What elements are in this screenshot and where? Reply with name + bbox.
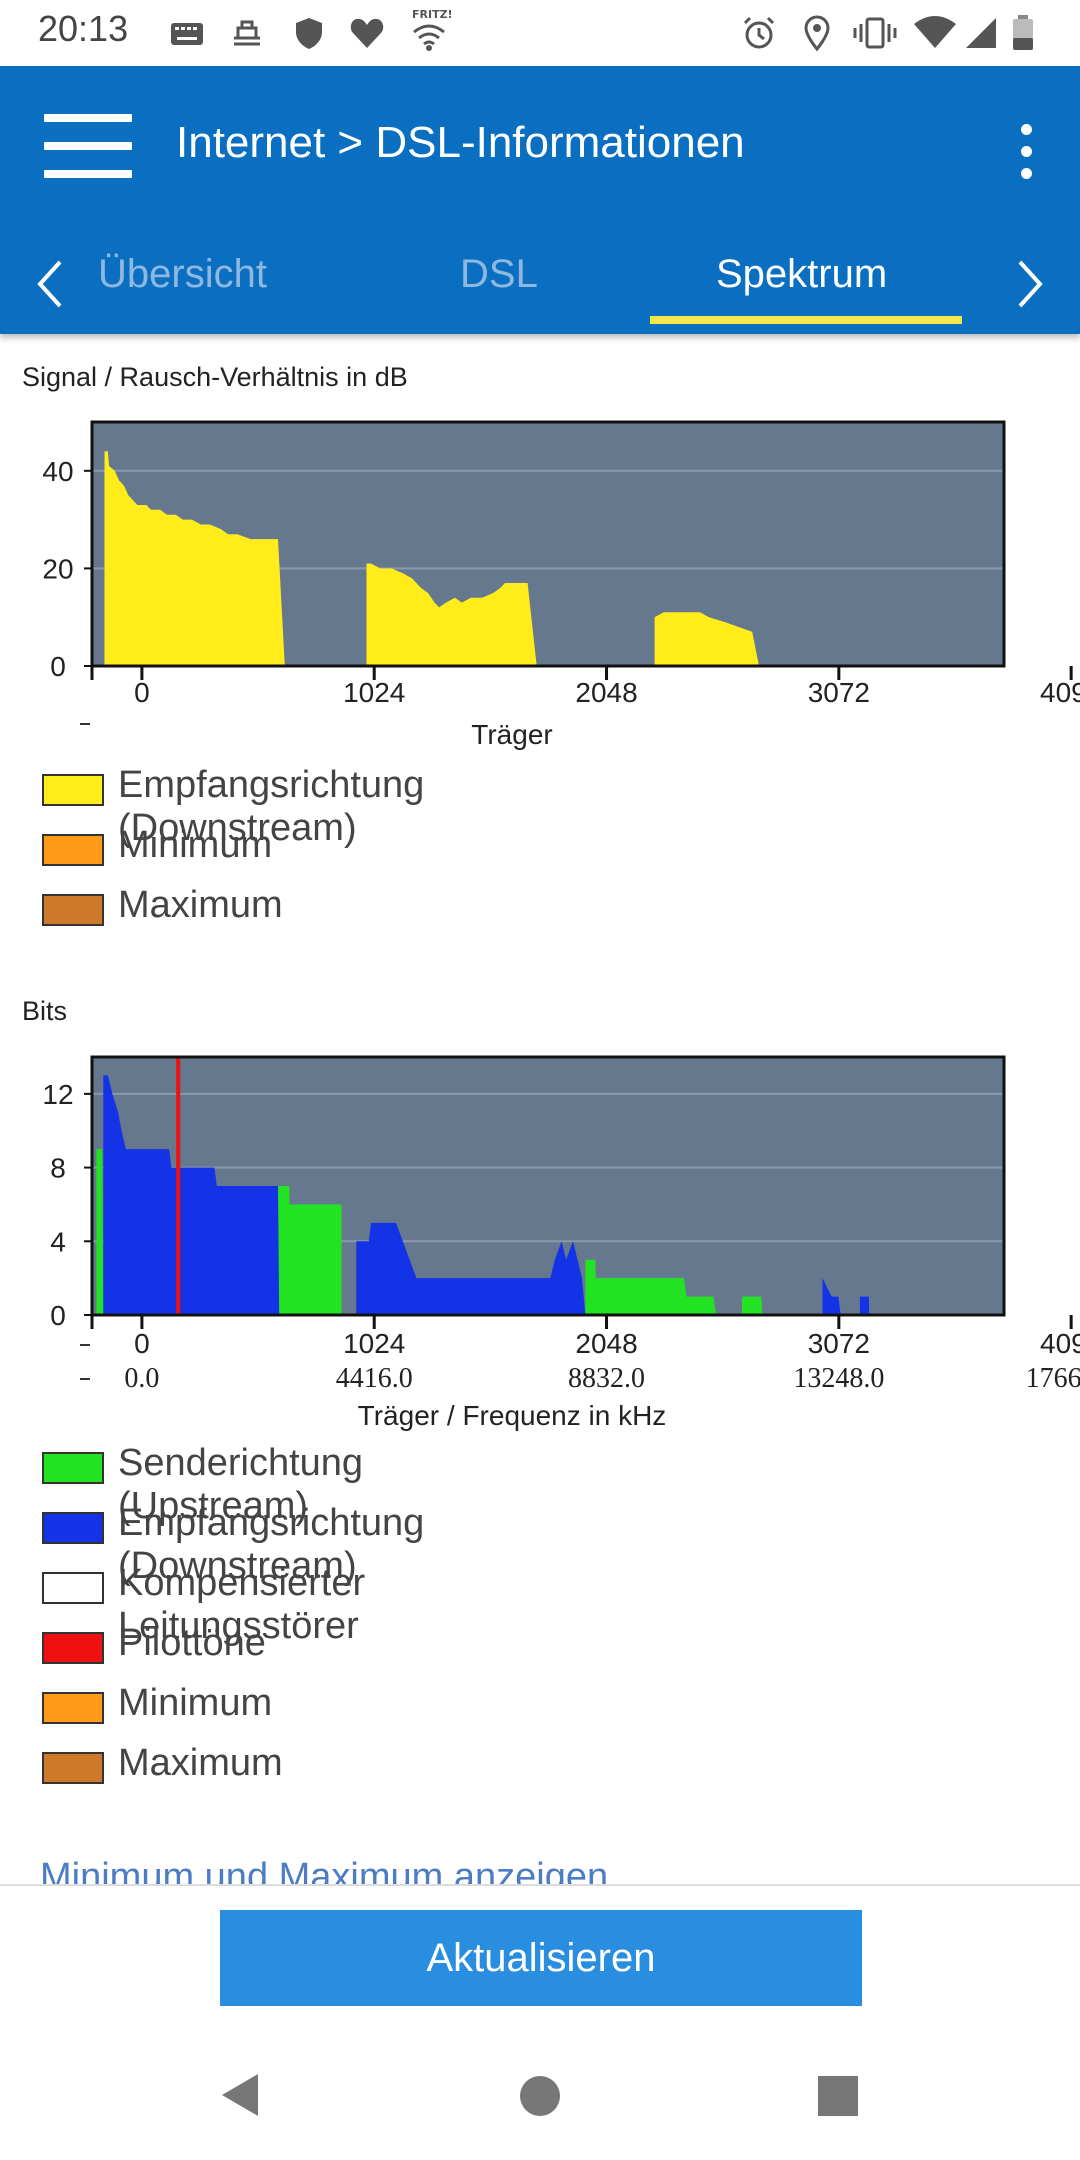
heart-icon bbox=[350, 18, 384, 48]
snr-series-1-segment-2 bbox=[366, 563, 537, 666]
y-tick-label: 4 bbox=[50, 1226, 66, 1257]
x-axis-label: Träger / Frequenz in kHz bbox=[358, 1400, 667, 1431]
y-tick-label: 12 bbox=[42, 1079, 73, 1110]
chevron-right-icon[interactable] bbox=[1010, 254, 1050, 314]
bits-series-2-segment-4 bbox=[859, 1296, 869, 1315]
legend-label: Kompensierter Leitungsstörer bbox=[118, 1562, 366, 1647]
x-tick-label: 4096 bbox=[1040, 677, 1080, 708]
shield-icon bbox=[296, 18, 322, 49]
status-time: 20:13 bbox=[38, 8, 129, 49]
x-tick-label: 3072 bbox=[808, 1328, 870, 1359]
bits-series-1-segment-3 bbox=[585, 1259, 716, 1315]
x-tick-label-frequency: 13248.0 bbox=[793, 1363, 884, 1394]
legend-swatch bbox=[42, 1692, 104, 1724]
menu-icon[interactable] bbox=[44, 114, 132, 180]
tab-spektrum[interactable]: Spektrum bbox=[716, 252, 888, 296]
legend-swatch bbox=[42, 1752, 104, 1784]
snr-chart: 0 20 40 0 1024 2048 3072 4096 Träger bbox=[42, 420, 1080, 750]
x-tick-label-frequency: 0.0 bbox=[124, 1363, 159, 1394]
app-bar: Internet > DSL-Informationen Übersicht D… bbox=[0, 66, 1080, 334]
bits-series-2-segment-3 bbox=[822, 1278, 841, 1315]
legend-label: Minimum bbox=[118, 824, 273, 866]
more-options-icon[interactable] bbox=[1016, 124, 1036, 179]
chevron-left-icon[interactable] bbox=[30, 254, 70, 314]
snr-series-1-segment-1 bbox=[104, 451, 285, 666]
cell-signal-icon bbox=[966, 18, 996, 48]
active-tab-indicator bbox=[650, 316, 962, 324]
y-tick-label: 20 bbox=[42, 553, 73, 584]
legend-label: Maximum bbox=[118, 1742, 283, 1784]
x-tick-label: 2048 bbox=[575, 677, 637, 708]
bits-series-1-segment-2 bbox=[278, 1186, 342, 1315]
fritz-wifi-icon: FRITZ! bbox=[406, 8, 456, 51]
legend-label: Empfangsrichtung (Downstream) bbox=[118, 1502, 425, 1587]
back-icon[interactable] bbox=[218, 2070, 262, 2120]
legend-label: Senderichtung (Upstream) bbox=[118, 1442, 364, 1527]
legend-label: Maximum bbox=[118, 884, 283, 926]
x-tick-label: 3072 bbox=[808, 677, 870, 708]
legend-swatch bbox=[42, 774, 104, 806]
y-tick-label: 8 bbox=[50, 1153, 66, 1184]
bits-series-2-segment-1 bbox=[103, 1075, 280, 1315]
x-tick-label: 4096 bbox=[1040, 1328, 1080, 1359]
x-tick-label: 1024 bbox=[343, 1328, 405, 1359]
x-axis-label: Träger bbox=[471, 719, 552, 750]
legend-label: Minimum bbox=[118, 1682, 273, 1724]
bits-series-1-segment-1 bbox=[96, 1149, 104, 1315]
bits-series-1-segment-4 bbox=[742, 1296, 763, 1315]
x-tick-label: 2048 bbox=[575, 1328, 637, 1359]
page-title: Internet > DSL-Informationen bbox=[176, 118, 745, 167]
recent-apps-icon[interactable] bbox=[818, 2076, 858, 2116]
bits-chart: 0 4 8 12 0 0.0 1024 4416.0 2048 8832.0 3072 13248.0… bbox=[42, 1055, 1080, 1431]
snr-chart-title: Signal / Rausch-Verhältnis in dB bbox=[22, 362, 408, 392]
tab-uebersicht[interactable]: Übersicht bbox=[98, 252, 267, 296]
bits-chart-title: Bits bbox=[22, 996, 68, 1026]
legend-label: Empfangsrichtung (Downstream) bbox=[118, 764, 425, 849]
ethernet-icon bbox=[234, 20, 260, 46]
status-bar: 20:13 FRITZ! bbox=[0, 0, 1080, 66]
vibrate-icon bbox=[853, 17, 897, 49]
x-tick-label-frequency: 8832.0 bbox=[568, 1363, 645, 1394]
keyboard-icon bbox=[171, 23, 203, 45]
battery-icon bbox=[1013, 15, 1033, 50]
plot-frame bbox=[90, 1055, 1006, 1317]
wifi-icon bbox=[914, 16, 956, 48]
fritz-logo-text: FRITZ! bbox=[412, 8, 453, 21]
legend-swatch bbox=[42, 834, 104, 866]
bottom-action-panel: Aktualisieren bbox=[0, 1884, 1080, 2034]
y-tick-label: 0 bbox=[50, 651, 66, 682]
legend-swatch bbox=[42, 1452, 104, 1484]
x-tick-label: 0 bbox=[134, 1328, 150, 1359]
y-tick-label: 40 bbox=[42, 456, 73, 487]
location-icon bbox=[804, 15, 830, 52]
legend-swatch bbox=[42, 1512, 104, 1544]
home-icon[interactable] bbox=[520, 2076, 560, 2116]
snr-series-1-segment-3 bbox=[654, 612, 759, 666]
bits-series-2-segment-2 bbox=[356, 1222, 586, 1315]
x-tick-label-frequency: 4416.0 bbox=[336, 1363, 413, 1394]
legend-label: Pilottöne bbox=[118, 1622, 266, 1664]
alarm-icon bbox=[743, 16, 775, 49]
x-tick-label: 0 bbox=[134, 677, 150, 708]
x-tick-label-frequency: 17664.0 bbox=[1026, 1363, 1080, 1394]
x-tick-label: 1024 bbox=[343, 677, 405, 708]
legend-swatch bbox=[42, 1632, 104, 1664]
tab-dsl[interactable]: DSL bbox=[460, 252, 538, 296]
y-tick-label: 0 bbox=[50, 1300, 66, 1331]
plot-frame bbox=[90, 420, 1006, 668]
refresh-button[interactable]: Aktualisieren bbox=[220, 1910, 862, 2006]
system-nav-bar bbox=[0, 2032, 1080, 2160]
legend-swatch bbox=[42, 1572, 104, 1604]
legend-swatch bbox=[42, 894, 104, 926]
